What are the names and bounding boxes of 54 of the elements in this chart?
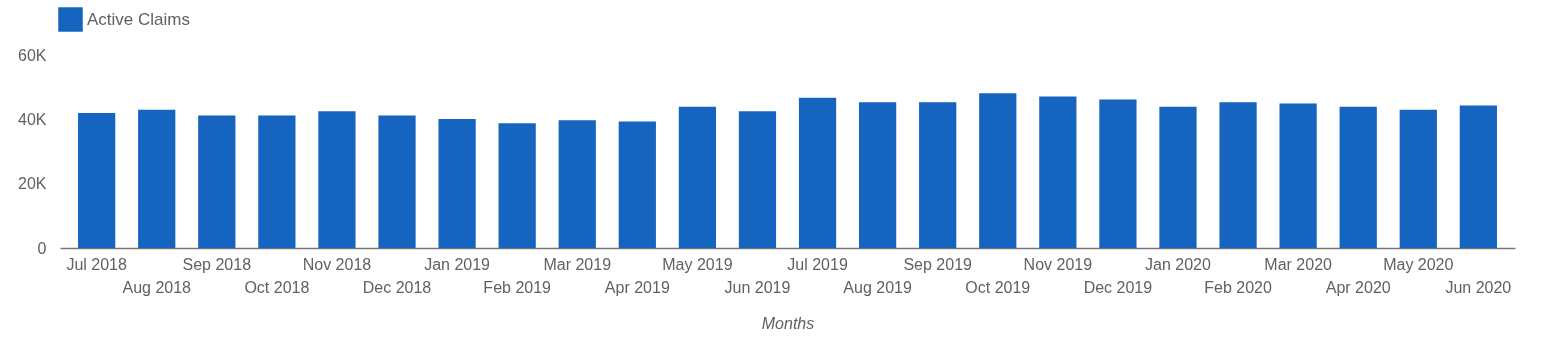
x-tick-label: Dec 2019 <box>1083 278 1153 296</box>
x-tick-label: Nov 2018 <box>302 255 372 273</box>
x-tick-label: Jun 2019 <box>724 278 791 296</box>
x-tick-label: Oct 2018 <box>244 278 310 296</box>
bar <box>618 121 656 248</box>
bar <box>438 119 476 248</box>
x-tick-label: Jul 2018 <box>66 255 127 273</box>
x-tick-label: Jan 2020 <box>1145 255 1211 273</box>
bar <box>738 111 777 248</box>
x-tick-label: May 2019 <box>662 255 733 273</box>
legend-label: Active Claims <box>87 9 190 29</box>
bar <box>1399 109 1437 248</box>
x-tick-label: Mar 2020 <box>1264 255 1333 273</box>
bar <box>858 102 897 248</box>
x-tick-label: Sep 2018 <box>182 255 252 273</box>
bar <box>1159 106 1197 248</box>
bar <box>498 123 536 248</box>
x-tick-label: Dec 2018 <box>362 278 432 296</box>
bar <box>378 115 416 248</box>
y-tick-label: 20K <box>18 175 47 193</box>
x-tick-label: Aug 2019 <box>843 278 912 296</box>
x-axis-title: Months <box>761 314 815 332</box>
x-tick-label: Nov 2019 <box>1023 255 1093 273</box>
bar <box>558 120 596 248</box>
y-tick-label: 60K <box>18 46 47 64</box>
x-tick-label: Jul 2019 <box>787 255 848 273</box>
bar <box>919 102 957 248</box>
bar <box>1339 106 1377 248</box>
x-tick-label: Sep 2019 <box>903 255 973 273</box>
bar <box>678 106 717 248</box>
x-tick-label: Mar 2019 <box>543 255 612 273</box>
bar <box>138 109 176 248</box>
bar <box>1459 105 1497 248</box>
x-tick-label: Apr 2019 <box>604 278 670 296</box>
bar <box>1099 99 1137 248</box>
bar <box>1279 103 1317 248</box>
x-tick-label: Oct 2019 <box>965 278 1031 296</box>
bar <box>318 111 356 248</box>
bar <box>1219 102 1257 248</box>
bar <box>198 115 236 248</box>
x-tick-label: Jan 2019 <box>424 255 491 273</box>
y-tick-label: 0 <box>37 239 47 257</box>
x-tick-label: Aug 2018 <box>122 278 192 296</box>
bar <box>798 97 837 248</box>
x-tick-label: Apr 2020 <box>1325 278 1391 296</box>
bar <box>258 115 296 248</box>
bar <box>78 112 116 248</box>
bar <box>979 93 1017 248</box>
x-tick-label: Feb 2019 <box>483 278 552 296</box>
x-tick-label: Feb 2020 <box>1204 278 1272 296</box>
x-tick-label: May 2020 <box>1383 255 1454 273</box>
x-tick-label: Jun 2020 <box>1445 278 1512 296</box>
bar <box>1039 96 1077 248</box>
y-tick-label: 40K <box>18 110 47 128</box>
